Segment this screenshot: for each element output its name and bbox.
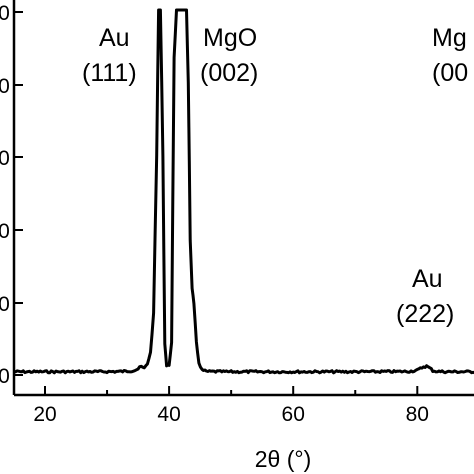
y-tick-label: 0: [0, 293, 10, 316]
x-tick-label: 20: [33, 403, 56, 426]
annotation-au-222-index: (222): [396, 300, 454, 328]
annotation-mgo-cut-name: Mg: [432, 24, 467, 52]
y-tick-label: 0: [0, 75, 10, 98]
x-tick-label: 80: [406, 403, 429, 426]
peak-annotations: Au (111) MgO (002) Au (222) Mg (00: [82, 24, 468, 328]
y-tick-label: 0: [0, 220, 10, 243]
annotation-au-111-name: Au: [99, 24, 130, 52]
y-tick-label: 0: [0, 147, 10, 170]
plot-frame: [12, 0, 474, 397]
y-tick-label: 0: [0, 2, 10, 25]
x-axis-label: 2θ (°): [255, 446, 312, 472]
annotation-au-222-name: Au: [412, 265, 443, 293]
annotation-au-111-index: (111): [82, 59, 137, 87]
annotation-mgo-002-name: MgO: [203, 24, 257, 52]
x-axis-ticks: 20 40 60 80: [33, 386, 429, 426]
x-tick-label: 40: [157, 403, 180, 426]
annotation-mgo-cut-index: (00: [432, 59, 468, 87]
y-axis-ticks: 0 0 0 0 0 0: [0, 2, 23, 388]
diffraction-pattern-line: [13, 8, 474, 375]
y-tick-label: 0: [0, 365, 10, 388]
annotation-mgo-002-index: (002): [200, 59, 258, 87]
x-tick-label: 60: [282, 403, 305, 426]
